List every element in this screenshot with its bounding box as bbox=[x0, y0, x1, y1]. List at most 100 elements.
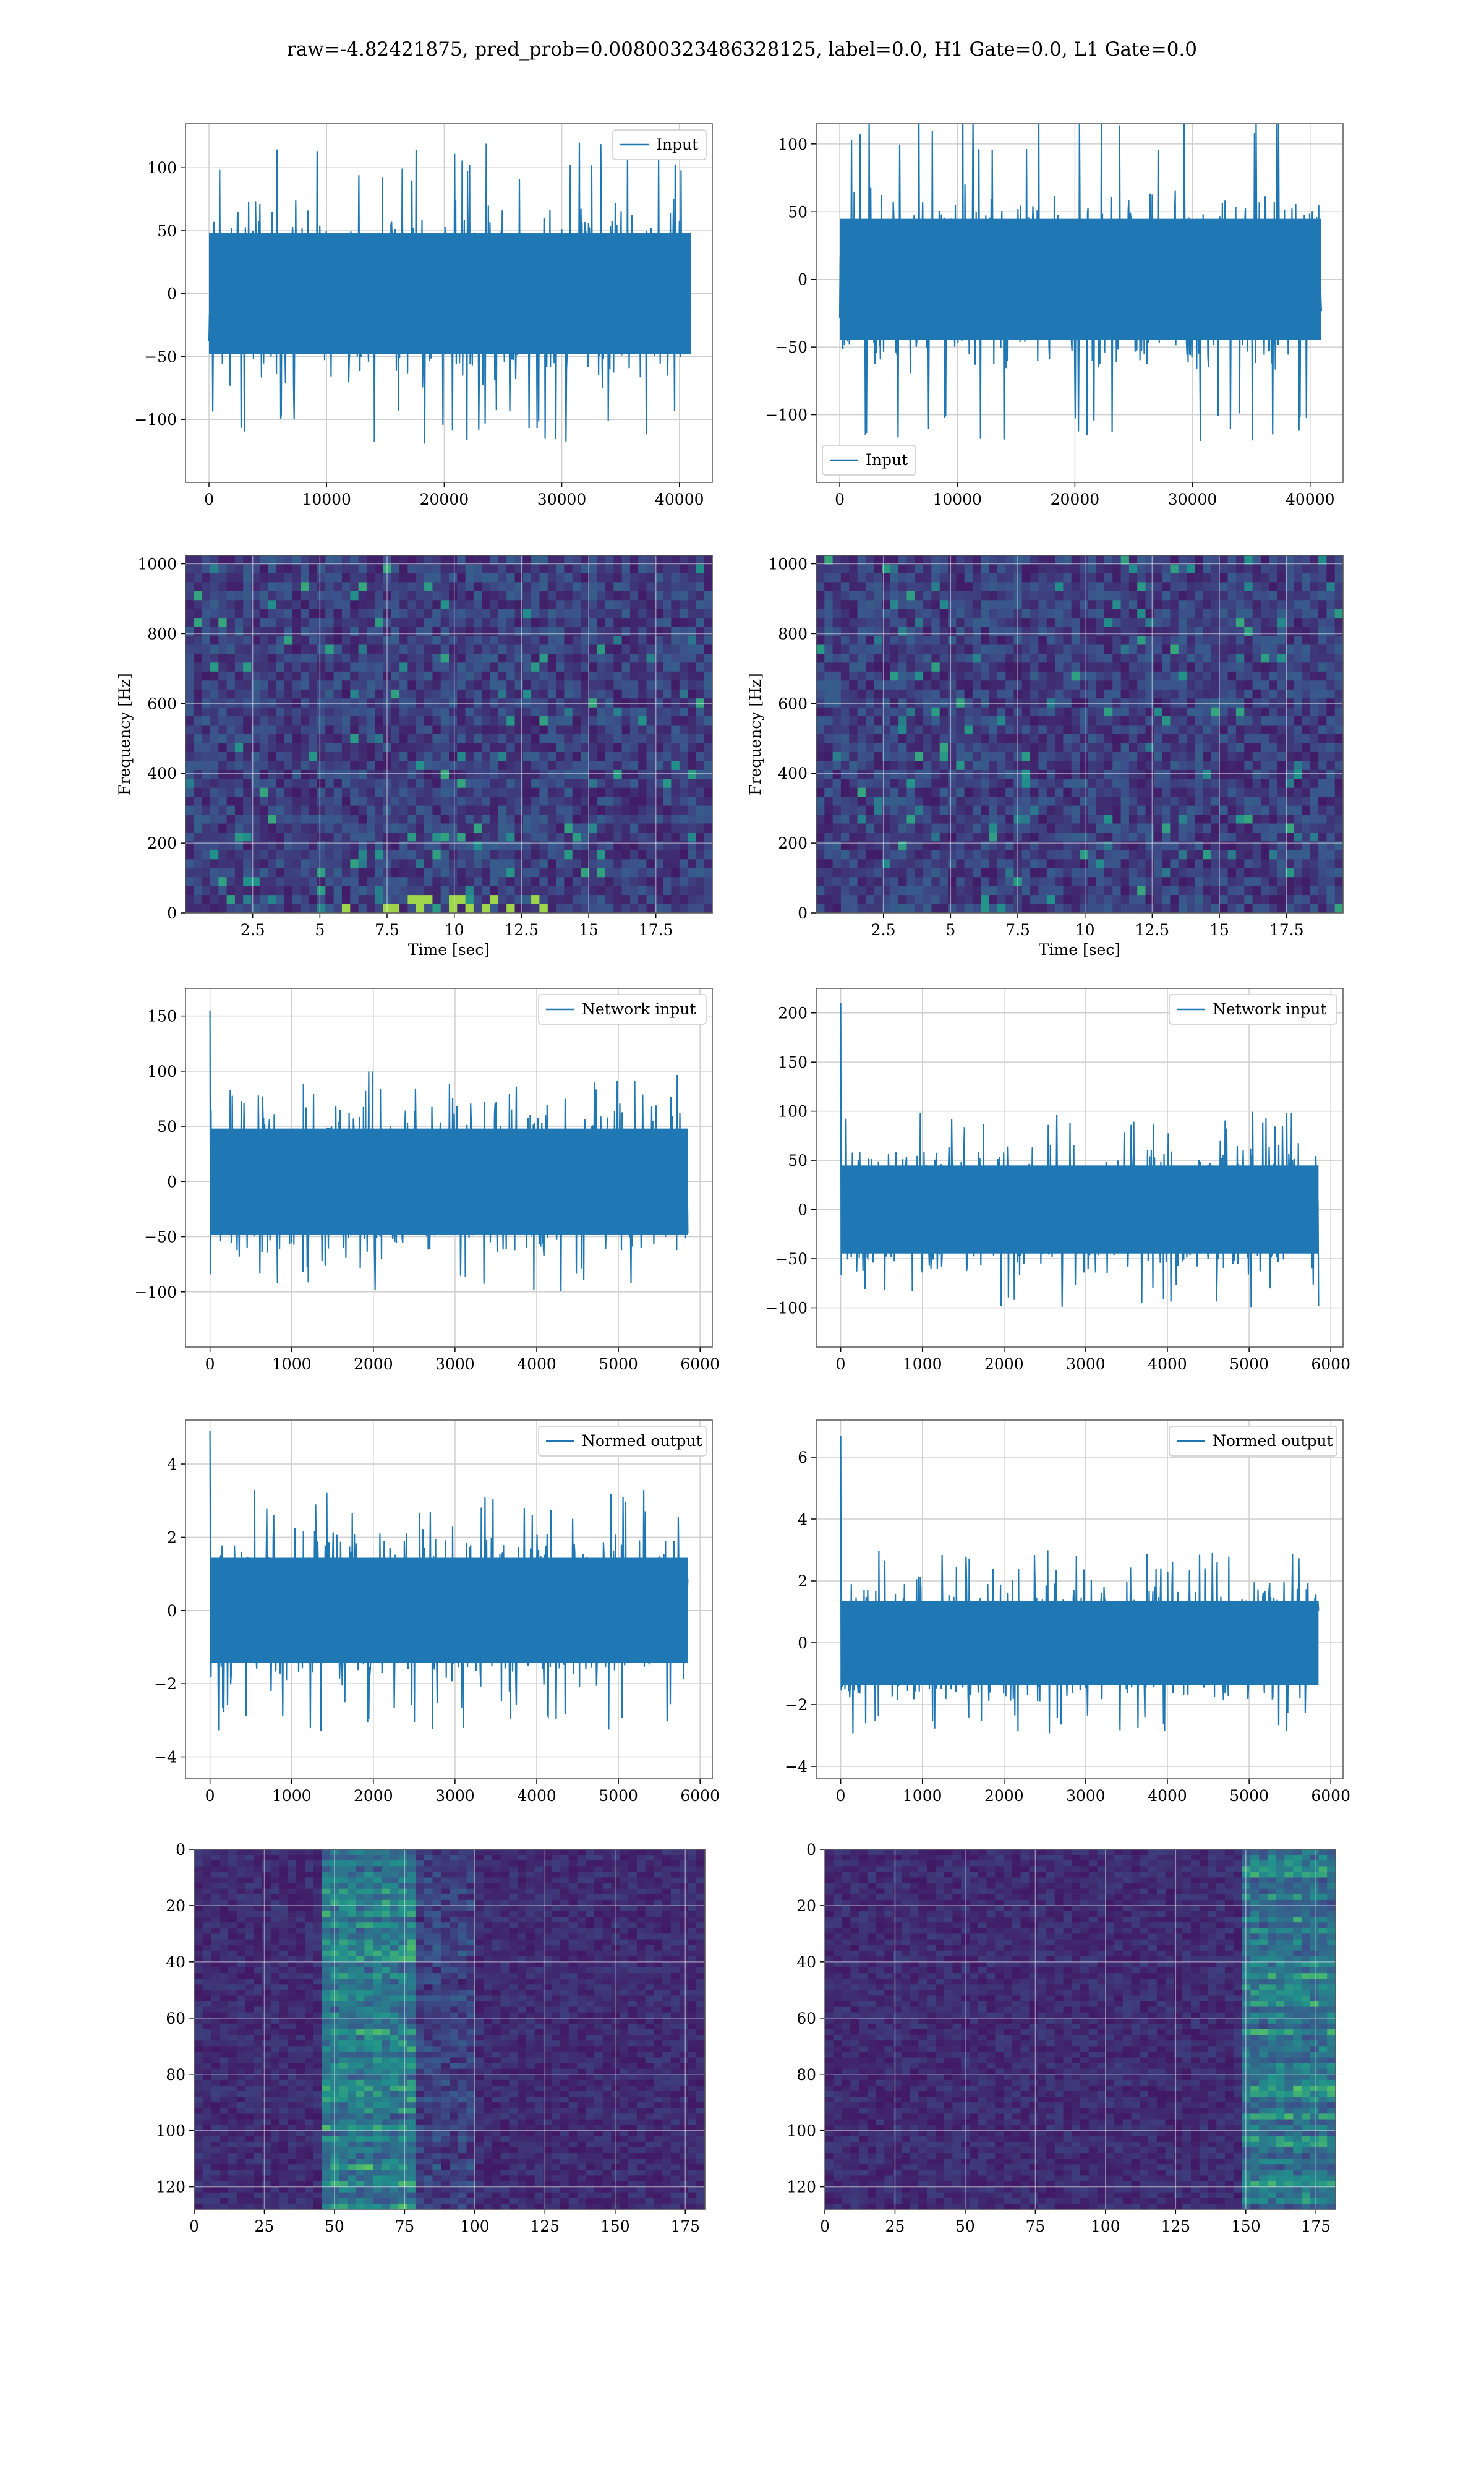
heatmap-cell bbox=[1269, 671, 1278, 681]
heatmap-cell bbox=[696, 591, 705, 601]
heatmap-cell bbox=[325, 716, 335, 726]
heatmap-cell bbox=[646, 618, 655, 628]
heatmap-cell bbox=[1244, 850, 1253, 860]
heatmap-cell bbox=[547, 833, 556, 842]
heatmap-cell bbox=[276, 671, 285, 681]
heatmap-cell bbox=[638, 833, 647, 842]
heatmap-cell bbox=[1260, 698, 1269, 708]
heatmap-cell bbox=[514, 698, 524, 708]
heatmap-cell bbox=[1112, 751, 1122, 761]
heatmap-cell bbox=[375, 644, 384, 654]
heatmap-cell bbox=[1235, 859, 1245, 869]
heatmap-cell bbox=[581, 805, 589, 815]
heatmap-cell bbox=[1269, 680, 1278, 690]
heatmap-cell bbox=[654, 886, 663, 896]
heatmap-cell bbox=[931, 555, 940, 565]
heatmap-cell bbox=[1088, 725, 1097, 735]
heatmap-cell bbox=[1195, 841, 1204, 851]
heatmap-cell bbox=[989, 841, 998, 851]
heatmap-cell bbox=[597, 833, 606, 842]
heatmap-cell bbox=[383, 761, 392, 771]
heatmap-cell bbox=[1063, 841, 1072, 851]
heatmap-cell bbox=[301, 850, 310, 860]
heatmap-cell bbox=[449, 868, 458, 878]
heatmap-cell bbox=[581, 600, 589, 610]
heatmap-cell bbox=[1104, 787, 1113, 797]
heatmap-cell bbox=[1318, 850, 1327, 860]
heatmap-cell bbox=[457, 886, 466, 896]
heatmap-cell bbox=[325, 886, 335, 896]
heatmap-cell bbox=[292, 815, 301, 824]
heatmap-cell bbox=[1104, 698, 1113, 708]
heatmap-cell bbox=[350, 627, 359, 636]
heatmap-cell bbox=[939, 636, 949, 645]
heatmap-cell bbox=[547, 886, 556, 896]
heatmap-cell bbox=[1112, 609, 1122, 618]
heatmap-cell bbox=[1227, 644, 1237, 654]
heatmap-cell bbox=[407, 823, 417, 833]
heatmap-cell bbox=[646, 841, 655, 851]
heatmap-cell bbox=[1227, 751, 1237, 761]
heatmap-cell bbox=[1310, 841, 1319, 851]
heatmap-cell bbox=[597, 815, 606, 824]
heatmap-cell bbox=[824, 600, 834, 610]
heatmap-cell bbox=[556, 886, 565, 896]
heatmap-cell bbox=[663, 644, 672, 654]
heatmap-cell bbox=[1162, 769, 1171, 779]
heatmap-cell bbox=[605, 636, 614, 645]
heatmap-cell bbox=[1277, 751, 1286, 761]
heatmap-cell bbox=[915, 555, 924, 565]
heatmap-cell bbox=[997, 689, 1006, 699]
heatmap-cell bbox=[1153, 815, 1162, 824]
heatmap-cell bbox=[350, 823, 359, 833]
heatmap-cell bbox=[292, 850, 301, 860]
heatmap-cell bbox=[1128, 850, 1138, 860]
heatmap-cell bbox=[1112, 850, 1122, 860]
heatmap-cell bbox=[1318, 833, 1327, 842]
x-tick-label: 17.5 bbox=[639, 921, 673, 939]
heatmap-cell bbox=[407, 725, 417, 735]
heatmap-cell bbox=[1302, 618, 1311, 628]
heatmap-cell bbox=[309, 779, 318, 789]
heatmap-cell bbox=[399, 859, 408, 869]
heatmap-cell bbox=[629, 644, 639, 654]
heatmap-cell bbox=[1195, 751, 1204, 761]
heatmap-cell bbox=[366, 868, 375, 878]
heatmap-cell bbox=[1302, 734, 1311, 743]
heatmap-cell bbox=[564, 689, 573, 699]
heatmap-cell bbox=[832, 573, 842, 583]
heatmap-cell bbox=[498, 868, 507, 878]
heatmap-cell bbox=[218, 769, 228, 779]
heatmap-cell bbox=[522, 805, 532, 815]
heatmap-cell bbox=[1203, 779, 1212, 789]
heatmap-cell bbox=[671, 886, 680, 896]
heatmap-cell bbox=[1030, 725, 1039, 735]
heatmap-cell bbox=[1219, 805, 1229, 815]
heatmap-cell bbox=[473, 868, 482, 878]
heatmap-cell bbox=[1071, 555, 1080, 565]
heatmap-cell bbox=[210, 823, 219, 833]
heatmap-cell bbox=[251, 725, 260, 735]
heatmap-cell bbox=[259, 680, 268, 690]
heatmap-cell bbox=[605, 582, 614, 592]
heatmap-cell bbox=[490, 644, 499, 654]
heatmap-cell bbox=[1153, 654, 1162, 663]
heatmap-cell bbox=[202, 833, 211, 842]
heatmap-cell bbox=[997, 761, 1006, 771]
heatmap-cell bbox=[696, 877, 705, 887]
heatmap-cell bbox=[1162, 787, 1171, 797]
heatmap-cells bbox=[816, 555, 1344, 914]
heatmap-cell bbox=[309, 797, 318, 807]
heatmap-cell bbox=[948, 797, 957, 807]
heatmap-cell bbox=[597, 698, 606, 708]
heatmap-cell bbox=[449, 564, 458, 574]
heatmap-cell bbox=[1310, 662, 1319, 672]
heatmap-cell bbox=[989, 707, 998, 717]
heatmap-cell bbox=[890, 850, 899, 860]
heatmap-cell bbox=[539, 841, 548, 851]
heatmap-cell bbox=[465, 680, 474, 690]
heatmap-cell bbox=[1195, 823, 1204, 833]
heatmap-cell bbox=[840, 671, 850, 681]
heatmap-cell bbox=[1055, 618, 1064, 628]
heatmap-cell bbox=[317, 707, 326, 717]
